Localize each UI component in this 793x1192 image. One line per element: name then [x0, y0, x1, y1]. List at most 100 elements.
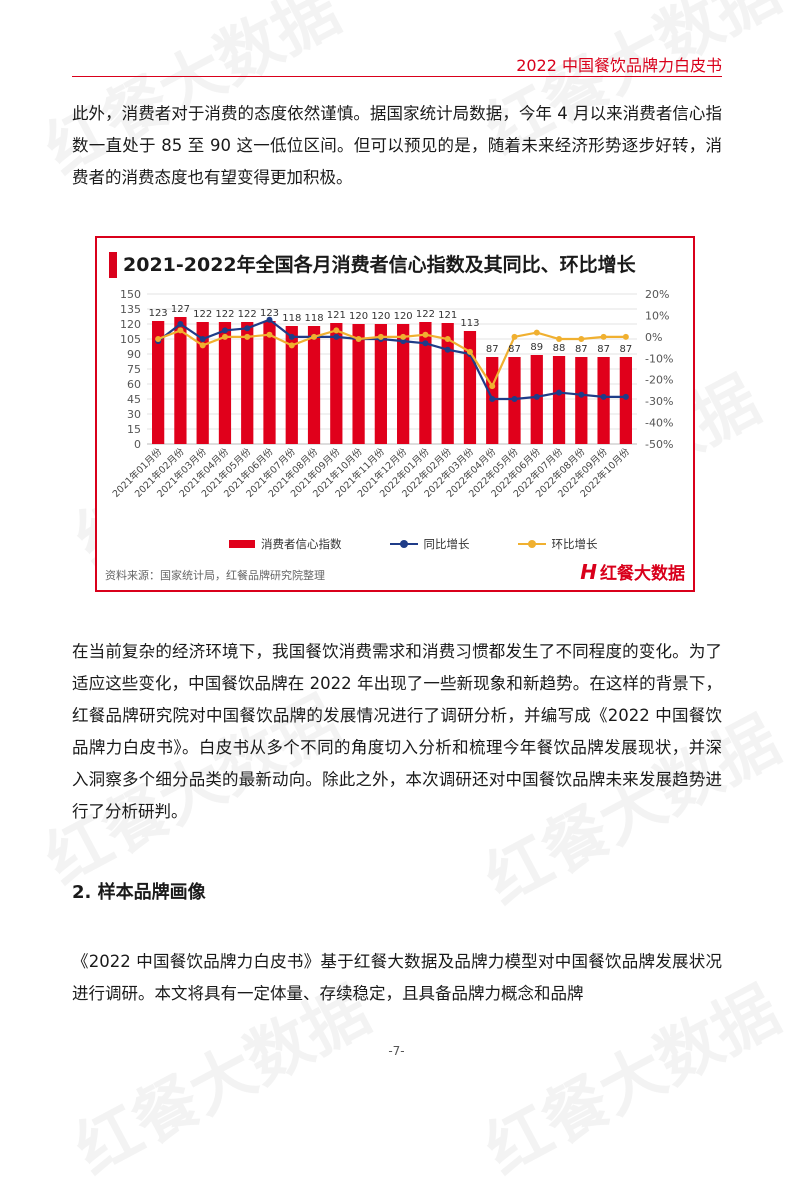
bar-label: 120	[371, 311, 390, 322]
bar	[307, 326, 321, 444]
yoy-point	[533, 393, 540, 400]
chart-plot: 0 15 30 45 60 75 90 105 120 135 150 -50% -40% -30% -20…	[110, 288, 673, 500]
bar-label: 123	[260, 308, 279, 319]
bar	[597, 357, 610, 444]
bar	[285, 326, 298, 444]
y-tick-left: 90	[127, 348, 141, 361]
y-tick-right: -50%	[645, 438, 673, 451]
bar	[575, 357, 588, 444]
chart-title-accent	[109, 252, 117, 278]
y-tick-right: -10%	[645, 352, 673, 365]
bar-label: 118	[282, 313, 301, 324]
bar-label: 87	[508, 344, 521, 355]
bar	[241, 322, 254, 444]
bar-label: 120	[349, 311, 368, 322]
yoy-point	[221, 327, 228, 334]
bar-label: 127	[171, 304, 190, 315]
legend-label: 同比增长	[423, 537, 470, 551]
y-tick-left: 0	[134, 438, 141, 451]
bar	[619, 357, 632, 444]
bar	[419, 322, 432, 444]
legend-line-swatch	[517, 539, 546, 549]
y-tick-left: 150	[120, 288, 141, 301]
mom-point	[244, 333, 251, 340]
mom-point	[288, 342, 295, 349]
mom-point	[400, 333, 407, 340]
page-header: 2022 中国餐饮品牌力白皮书	[72, 50, 722, 77]
bar	[152, 321, 165, 444]
paragraph-background: 在当前复杂的经济环境下，我国餐饮消费需求和消费习惯都发生了不同程度的变化。为了适…	[72, 642, 722, 821]
chart-logo: H 红餐大数据	[580, 559, 685, 585]
page-number: -7-	[388, 1044, 405, 1058]
bar-label: 87	[575, 344, 588, 355]
bar-label: 87	[597, 344, 610, 355]
mom-point	[533, 329, 540, 336]
legend-item-confidence: 消费者信心指数	[229, 536, 342, 552]
yoy-point	[288, 333, 295, 340]
bar-label: 118	[304, 313, 323, 324]
bar-label: 123	[149, 308, 168, 319]
bar	[218, 322, 232, 444]
y-tick-right: -40%	[645, 417, 673, 430]
yoy-point	[489, 396, 496, 402]
mom-point	[155, 336, 162, 342]
yoy-point	[556, 389, 563, 396]
chart-source: 资料来源：国家统计局，红餐品牌研究院整理	[105, 569, 325, 582]
bar	[441, 323, 454, 444]
yoy-point	[444, 346, 451, 353]
mom-line	[157, 329, 626, 389]
yoy-point	[244, 325, 251, 332]
mom-point	[377, 333, 384, 340]
y-tick-left: 105	[120, 333, 141, 346]
bar-label: 89	[530, 342, 543, 353]
yoy-point	[422, 340, 429, 347]
yoy-point	[266, 316, 273, 323]
bar-label: 122	[416, 309, 435, 320]
paragraph-sample-brands: 《2022 中国餐饮品牌力白皮书》基于红餐大数据及品牌力模型对中国餐饮品牌发展状…	[72, 952, 722, 1003]
mom-point	[177, 327, 184, 334]
y-tick-left: 120	[120, 318, 141, 331]
mom-point	[311, 333, 318, 340]
bar-label: 121	[438, 310, 457, 321]
mom-point	[578, 336, 585, 342]
bar	[463, 331, 477, 444]
bar-label: 88	[553, 343, 566, 354]
bar-label: 87	[619, 344, 632, 355]
yoy-point	[578, 391, 585, 398]
bar-label: 113	[460, 318, 479, 329]
mom-point	[511, 333, 518, 340]
legend-label: 环比增长	[551, 537, 598, 551]
chart-title: 2021-2022年全国各月消费者信心指数及其同比、环比增长	[123, 254, 636, 276]
y-tick-right: -20%	[645, 374, 673, 387]
yoy-line	[157, 318, 626, 401]
bar-label: 87	[486, 344, 499, 355]
yoy-point	[400, 338, 407, 345]
mom-point	[489, 383, 496, 390]
y-tick-right: 0%	[645, 331, 662, 344]
paragraph-consumer-attitude: 此外，消费者对于消费的态度依然谨慎。据国家统计局数据，今年 4 月以来消费者信心…	[72, 104, 722, 187]
mom-point	[600, 333, 607, 340]
yoy-point	[333, 333, 340, 340]
bar-label: 121	[327, 310, 346, 321]
bar	[196, 322, 209, 444]
logo-text: 红餐大数据	[600, 564, 685, 584]
section-title: 2. 样本品牌画像	[72, 882, 206, 903]
legend-line-swatch	[389, 539, 418, 549]
mom-point	[355, 336, 362, 342]
yoy-point	[177, 321, 184, 327]
legend-item-mom: 环比增长	[517, 536, 598, 552]
mom-point	[622, 333, 629, 340]
legend-label: 消费者信心指数	[261, 537, 342, 551]
bar	[374, 324, 387, 444]
chart-legend: 消费者信心指数 同比增长 环比增长	[229, 536, 598, 552]
bar-label: 120	[394, 311, 413, 322]
y-tick-left: 135	[120, 303, 141, 316]
y-tick-left: 15	[127, 423, 141, 436]
y-tick-left: 60	[127, 378, 141, 391]
mom-point	[466, 348, 473, 355]
bar	[352, 324, 365, 444]
bar	[397, 324, 410, 444]
header-title: 2022 中国餐饮品牌力白皮书	[516, 56, 722, 75]
mom-point	[422, 331, 429, 338]
yoy-point	[600, 393, 607, 400]
